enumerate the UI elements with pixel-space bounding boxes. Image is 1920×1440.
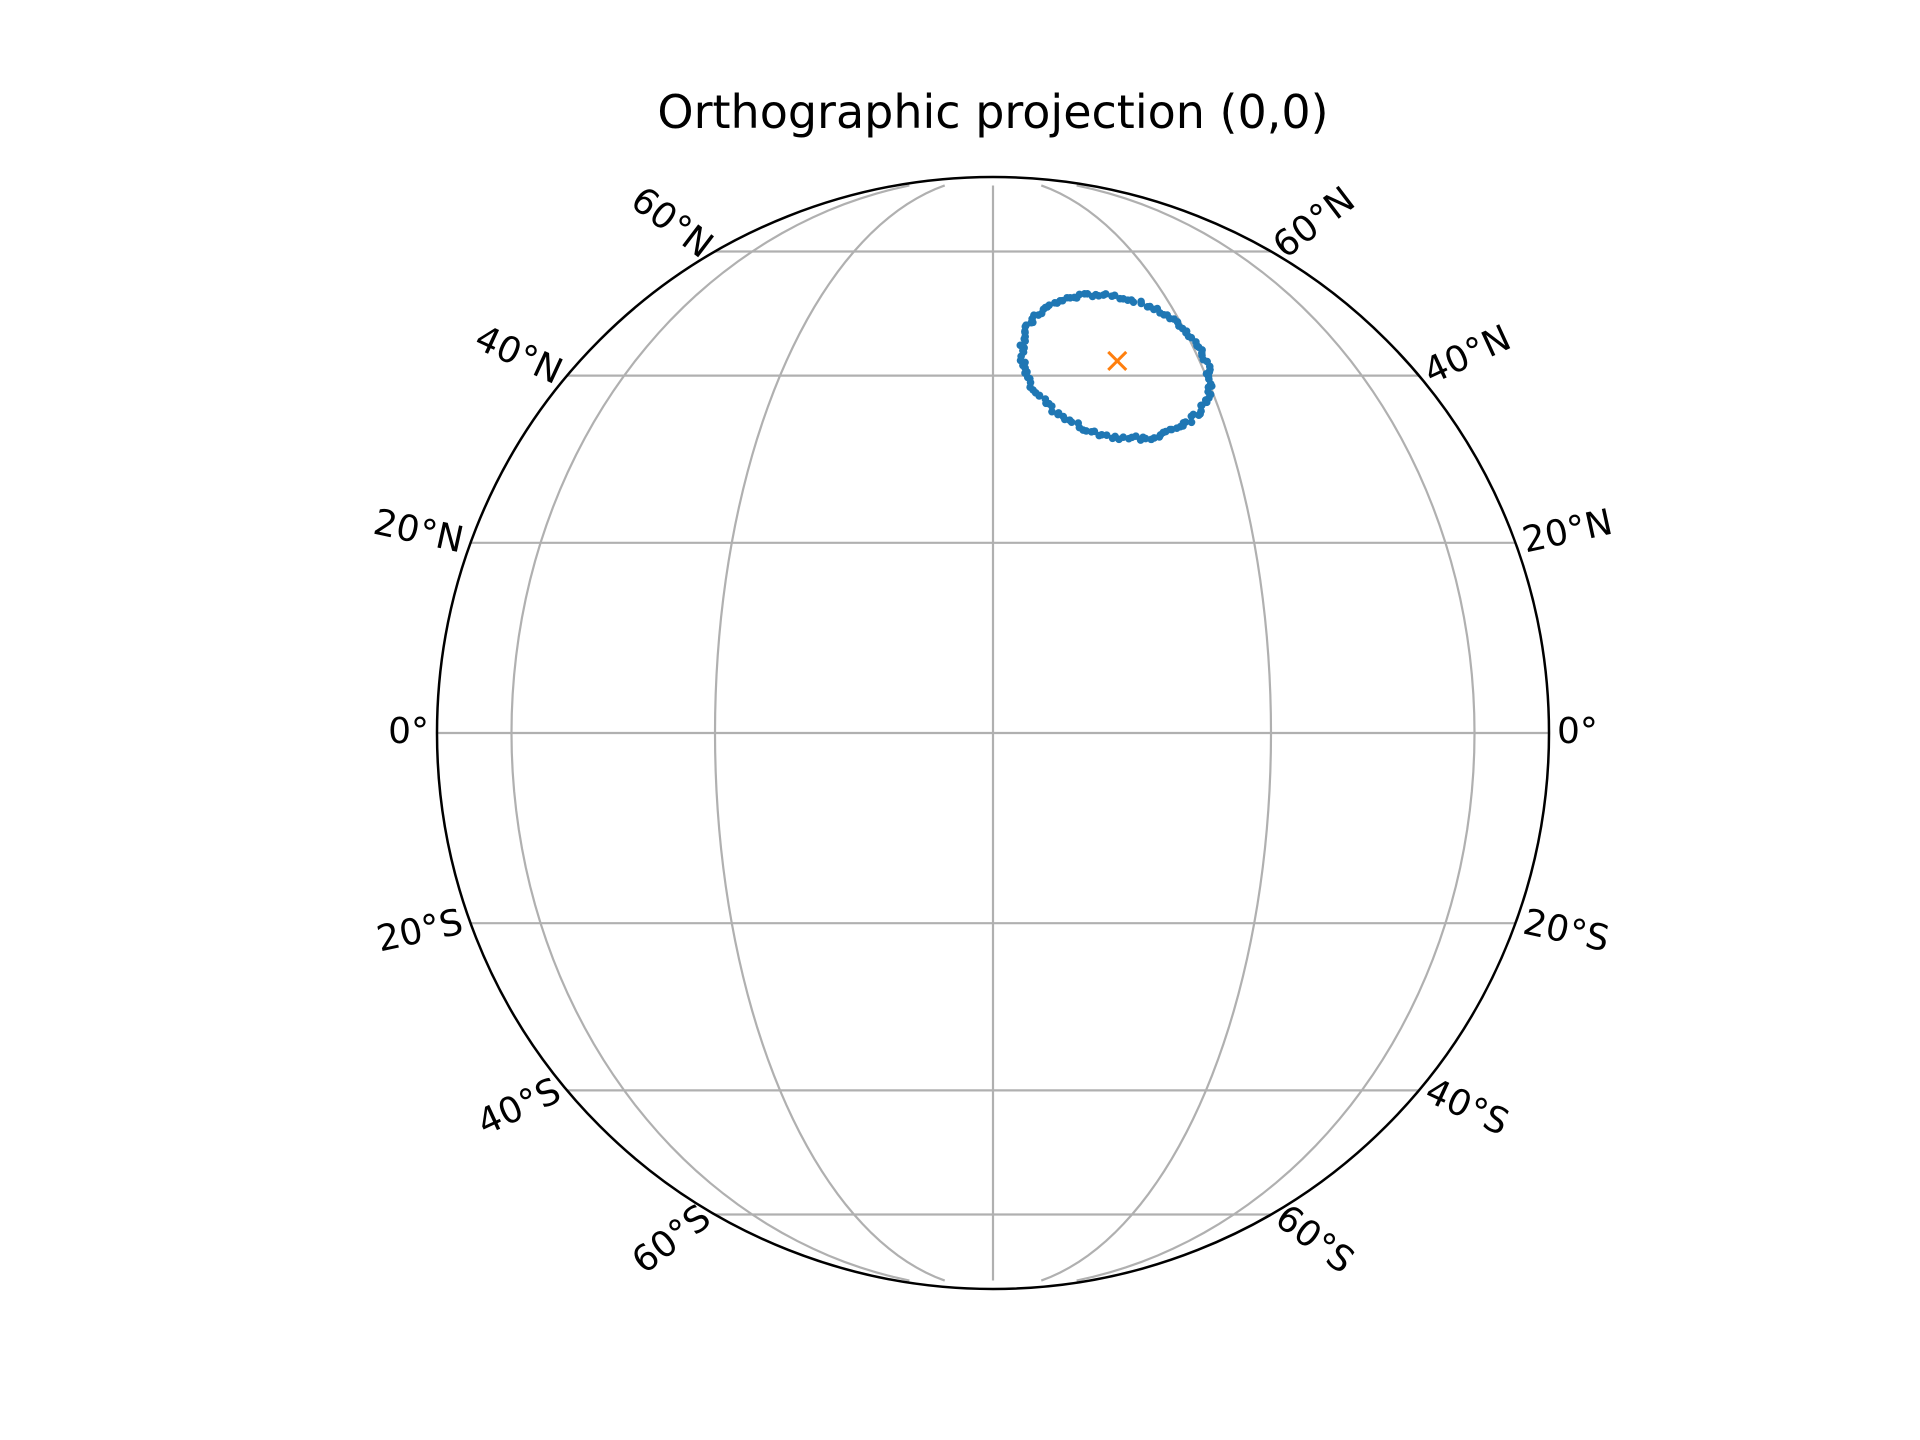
ring-point	[1147, 435, 1156, 444]
center-x-stroke	[1107, 350, 1128, 372]
ring-point	[1054, 409, 1063, 417]
chart-title: Orthographic projection (0,0)	[657, 85, 1328, 139]
ring-point	[1108, 434, 1117, 443]
ring-point	[1187, 412, 1196, 421]
graticule	[437, 184, 1549, 1282]
ring-point	[1045, 301, 1053, 309]
left-lat-tick-label: 0°	[388, 711, 429, 752]
ring-point	[1137, 299, 1146, 308]
ring-point	[1197, 401, 1205, 410]
ring-point	[1195, 411, 1203, 420]
right-lat-tick-label: 0°	[1557, 711, 1598, 752]
ring-point	[1187, 418, 1196, 427]
ring-point	[1074, 419, 1083, 427]
ring-point	[1101, 290, 1110, 298]
data-layer	[1016, 290, 1216, 444]
center-x-marker	[1107, 350, 1128, 372]
globe-outline	[435, 175, 1551, 1291]
ring-point	[1048, 407, 1056, 416]
ring-point	[1088, 292, 1097, 301]
ring-point	[1129, 298, 1138, 306]
ring-point	[1041, 395, 1050, 403]
